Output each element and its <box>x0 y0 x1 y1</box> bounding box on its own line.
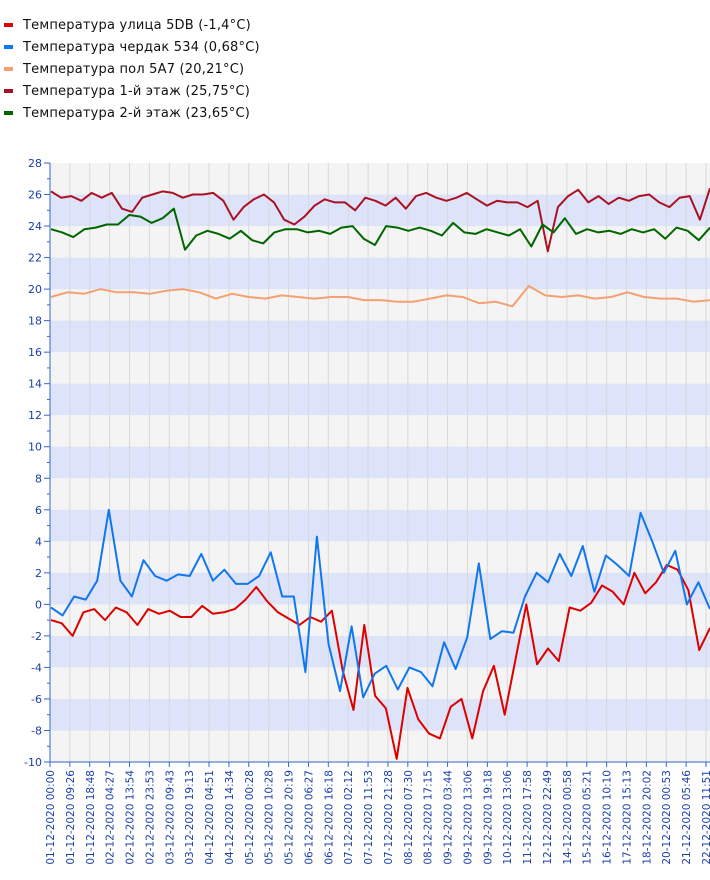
legend-swatch-first-floor <box>4 89 13 93</box>
x-tick-label: 10-12-2020 13:06 <box>502 770 514 865</box>
legend-label-second-floor: Температура 2-й этаж (23,65°C) <box>23 105 251 121</box>
legend-swatch-floor <box>4 67 13 71</box>
legend-swatch-attic <box>4 45 13 49</box>
x-tick-label: 11-12-2020 17:58 <box>522 770 534 865</box>
y-tick-label: 26 <box>28 189 42 202</box>
y-tick-label: 6 <box>35 504 42 517</box>
x-tick-label: 06-12-2020 06:27 <box>303 770 315 865</box>
legend-label-attic: Температура чердак 534 (0,68°C) <box>23 39 260 55</box>
y-tick-label: 24 <box>28 220 42 233</box>
y-tick-label: 12 <box>28 409 42 422</box>
band <box>50 446 710 479</box>
y-tick-label: 4 <box>35 535 42 548</box>
y-tick-label: -8 <box>31 724 42 737</box>
legend-label-floor: Температура пол 5A7 (20,21°C) <box>23 61 245 77</box>
x-tick-label: 08-12-2020 07:30 <box>403 770 415 865</box>
y-tick-label: 0 <box>35 598 42 611</box>
x-tick-label: 09-12-2020 13:06 <box>462 770 474 865</box>
band <box>50 509 710 542</box>
legend-item-attic: Температура чердак 534 (0,68°C) <box>4 36 260 58</box>
y-tick-label: -2 <box>31 630 42 643</box>
legend-item-first-floor: Температура 1-й этаж (25,75°C) <box>4 80 260 102</box>
second-floor-series-line <box>50 207 710 251</box>
x-tick-label: 01-12-2020 00:00 <box>45 770 57 865</box>
x-tick-label: 04-12-2020 14:34 <box>224 770 236 865</box>
legend-label-first-floor: Температура 1-й этаж (25,75°C) <box>23 83 251 99</box>
x-tick-label: 09-12-2020 19:18 <box>482 770 494 865</box>
y-tick-label: 2 <box>35 567 42 580</box>
band <box>50 194 710 227</box>
y-tick-label: -10 <box>24 756 42 769</box>
y-tick-label: 28 <box>28 157 42 170</box>
x-tick-label: 02-12-2020 23:53 <box>144 770 156 865</box>
x-tick-label: 05-12-2020 00:28 <box>244 770 256 865</box>
y-tick-label: -4 <box>31 661 42 674</box>
legend: Температура улица 5DB (-1,4°C) Температу… <box>4 14 260 124</box>
x-tick-label: 15-12-2020 05:21 <box>582 770 594 865</box>
x-tick-label: 09-12-2020 03:44 <box>443 770 455 865</box>
x-tick-label: 08-12-2020 17:15 <box>423 770 435 865</box>
x-tick-label: 01-12-2020 09:26 <box>65 770 77 865</box>
x-tick-label: 18-12-2020 20:02 <box>641 770 653 865</box>
y-tick-label: 14 <box>28 378 42 391</box>
legend-swatch-street <box>4 23 13 27</box>
x-tick-label: 04-12-2020 04:51 <box>204 770 216 865</box>
x-tick-label: 02-12-2020 13:54 <box>125 770 137 865</box>
x-tick-label: 16-12-2020 10:10 <box>602 770 614 865</box>
x-tick-label: 07-12-2020 02:12 <box>343 770 355 865</box>
x-tick-label: 01-12-2020 18:48 <box>85 770 97 865</box>
legend-label-street: Температура улица 5DB (-1,4°C) <box>23 17 251 33</box>
x-tick-label: 17-12-2020 15:13 <box>621 770 633 865</box>
x-tick-label: 21-12-2020 05:46 <box>681 770 693 865</box>
x-tick-label: 05-12-2020 20:19 <box>284 770 296 865</box>
legend-item-street: Температура улица 5DB (-1,4°C) <box>4 14 260 36</box>
y-tick-label: 18 <box>28 315 42 328</box>
y-tick-label: 10 <box>28 441 42 454</box>
x-tick-label: 02-12-2020 04:27 <box>105 770 117 865</box>
legend-swatch-second-floor <box>4 111 13 115</box>
band <box>50 257 710 290</box>
x-tick-label: 20-12-2020 00:53 <box>661 770 673 865</box>
x-tick-label: 14-12-2020 00:58 <box>562 770 574 865</box>
x-tick-label: 05-12-2020 10:28 <box>264 770 276 865</box>
x-tick-label: 12-12-2020 22:49 <box>542 770 554 865</box>
street-series-line <box>50 564 710 760</box>
floor-series-line <box>50 285 710 308</box>
x-tick-label: 06-12-2020 16:18 <box>323 770 335 865</box>
legend-item-floor: Температура пол 5A7 (20,21°C) <box>4 58 260 80</box>
x-tick-label: 03-12-2020 09:43 <box>164 770 176 865</box>
x-tick-label: 07-12-2020 21:28 <box>383 770 395 865</box>
y-tick-label: -6 <box>31 693 42 706</box>
band <box>50 698 710 731</box>
y-tick-label: 16 <box>28 346 42 359</box>
band <box>50 320 710 353</box>
y-tick-label: 22 <box>28 252 42 265</box>
attic-series-line <box>50 508 710 699</box>
band <box>50 635 710 668</box>
x-tick-label: 22-12-2020 11:51 <box>701 770 710 865</box>
legend-item-second-floor: Температура 2-й этаж (23,65°C) <box>4 102 260 124</box>
y-tick-label: 20 <box>28 283 42 296</box>
y-tick-label: 8 <box>35 472 42 485</box>
band <box>50 383 710 416</box>
first-floor-series-line <box>50 187 710 253</box>
x-tick-label: 03-12-2020 19:13 <box>184 770 196 865</box>
x-tick-label: 07-12-2020 11:53 <box>363 770 375 865</box>
